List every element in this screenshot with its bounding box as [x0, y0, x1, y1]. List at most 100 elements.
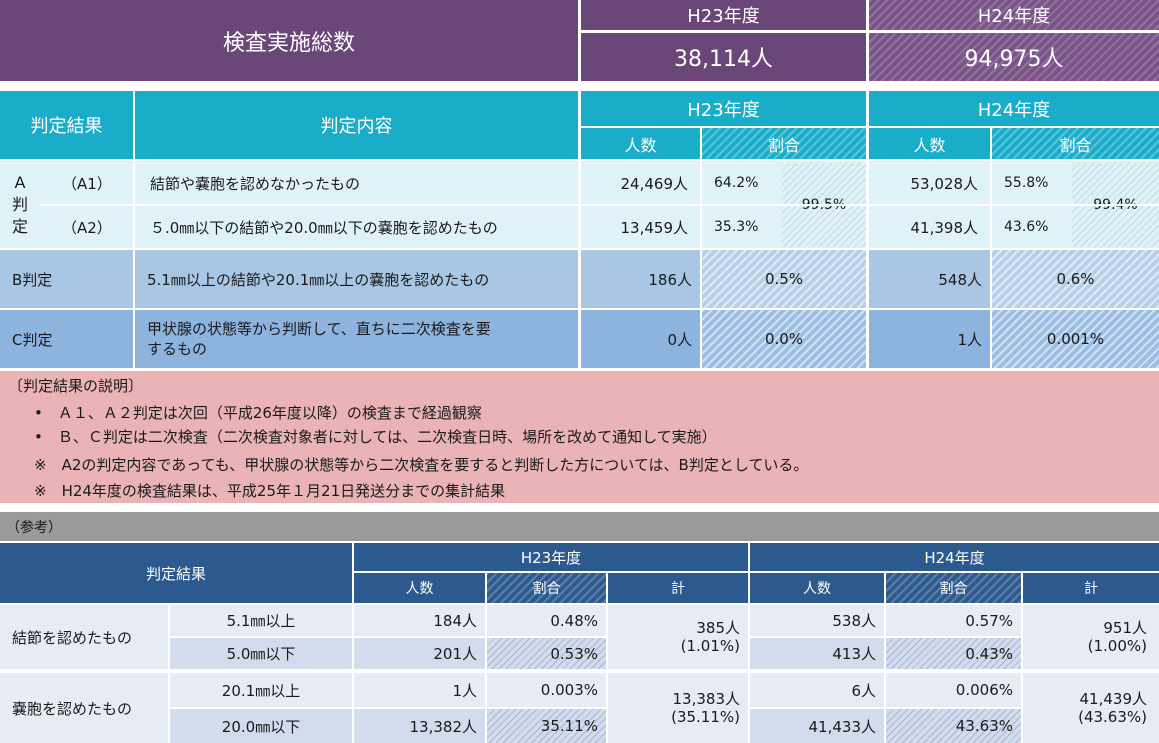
main-h23-count-label: 人数 [624, 135, 657, 155]
b-h23-count: 186人 [581, 250, 700, 308]
a2-code: （A2） [50, 207, 135, 247]
ref-row-h23-pct: 0.48% [487, 605, 606, 636]
a1-h24-count: 53,028人 [869, 163, 986, 203]
ref-h24-ratio-header: 割合 [886, 573, 1021, 603]
ref-group-h24-total-pct: (43.63%) [1078, 708, 1147, 726]
ref-row-h24-pct-value: 0.006% [955, 681, 1013, 699]
reference-label-text: （参考） [6, 519, 62, 536]
ref-group-h24-total: 41,439人 (43.63%) [1023, 673, 1159, 743]
ref-row-h24-count-value: 41,433人 [808, 717, 877, 736]
main-h24-label: H24年度 [977, 99, 1051, 121]
a1-h24-pct-value: 55.8% [1004, 175, 1049, 191]
b-h23-pct: 0.5% [702, 250, 866, 308]
c-h24-pct: 0.001% [992, 310, 1159, 368]
a1-h23-pct-value: 64.2% [714, 175, 759, 191]
ref-row-h23-count: 1人 [354, 673, 485, 707]
b-h24-pct: 0.6% [992, 250, 1159, 308]
summary-h23-label: H23年度 [687, 6, 760, 27]
ref-row-size: 20.0㎜以下 [170, 709, 352, 743]
a2-h23-count: 13,459人 [581, 207, 696, 247]
ref-group-nodule-name: 結節を認めたもの [12, 628, 133, 647]
main-col-result-label: 判定結果 [30, 116, 103, 137]
ref-group-h23-total: 13,383人 (35.11%) [608, 673, 748, 743]
c-h24-count: 1人 [869, 310, 990, 368]
note-item: • Ｂ、Ｃ判定は二次検査（二次検査対象者に対しては、二次検査日時、場所を改めて通… [34, 428, 717, 446]
ref-row-size-text: 5.1㎜以上 [226, 612, 296, 630]
ref-row-h24-pct-value: 43.63% [955, 717, 1013, 735]
a2-h23-count-value: 13,459人 [620, 218, 689, 237]
ref-group-h24-total-pct: (1.00%) [1087, 637, 1147, 655]
ref-h23-count-header: 人数 [354, 573, 485, 603]
summary-h24-total-value: 94,975人 [964, 47, 1064, 72]
c-h23-pct: 0.0% [702, 310, 866, 368]
ref-h24-count-label: 人数 [803, 581, 831, 597]
a-col-divider-2 [578, 161, 581, 248]
b-judgment-label: B判定 [0, 250, 133, 308]
ref-row-h24-count: 538人 [750, 605, 884, 636]
c-content-line-1: 甲状腺の状態等から判断して、直ちに二次検査を要 [147, 320, 491, 338]
b-label-text: B判定 [12, 270, 53, 289]
ref-row-h23-pct: 0.53% [487, 638, 606, 669]
ref-row-h24-count-value: 6人 [851, 681, 876, 700]
ref-h24-header: H24年度 [750, 543, 1159, 571]
ref-row-h23-count-value: 184人 [433, 612, 477, 630]
summary-h24-header: H24年度 [869, 0, 1159, 30]
main-h23-header: H23年度 [581, 91, 866, 126]
a1-h24-count-value: 53,028人 [910, 174, 979, 193]
c-h24-count-value: 1人 [957, 330, 982, 349]
summary-h24-total: 94,975人 [869, 33, 1159, 81]
ref-row-h23-count-value: 1人 [452, 681, 477, 700]
main-h23-count-header: 人数 [581, 128, 700, 159]
summary-h23-total: 38,114人 [581, 33, 866, 81]
ref-row-h23-count-value: 13,382人 [409, 717, 478, 736]
ref-row-h23-pct-value: 0.53% [550, 644, 598, 663]
main-h23-ratio-label: 割合 [767, 135, 800, 155]
ref-group-h23-total: 385人 (1.01%) [608, 605, 748, 669]
a-col-divider-3 [700, 161, 702, 248]
a2-h24-pct-value: 43.6% [1004, 219, 1049, 235]
a2-h24-count: 41,398人 [869, 207, 986, 247]
a2-h23-pct-value: 35.3% [714, 219, 759, 235]
ref-row-h24-count-value: 413人 [832, 645, 876, 663]
a-col-divider-5 [990, 161, 992, 248]
notes-box: 〔判定結果の説明〕 • Ａ１、Ａ２判定は次回（平成26年度以降）の検査まで経過観… [0, 371, 1159, 503]
ref-row-h23-pct: 0.003% [487, 673, 606, 707]
a2-content: ５.0㎜以下の結節や20.0㎜以下の嚢胞を認めたもの [138, 207, 578, 247]
ref-group-cyst-name: 嚢胞を認めたもの [12, 699, 133, 718]
ref-col-result-label: 判定結果 [145, 564, 206, 583]
ref-row-h24-pct: 0.43% [886, 638, 1021, 669]
b-h23-pct-value: 0.5% [764, 270, 804, 288]
a1-h23-count: 24,469人 [581, 163, 696, 203]
ref-h23-header: H23年度 [354, 543, 748, 571]
ref-row-h23-pct: 35.11% [487, 709, 606, 743]
ref-row-h23-pct-value: 0.003% [540, 681, 598, 699]
a1-h24-pct: 55.8% [992, 163, 1072, 203]
main-h23-label: H23年度 [687, 99, 760, 121]
ref-h24-label: H24年度 [924, 548, 985, 567]
b-h24-count-value: 548人 [938, 270, 982, 289]
ref-row-size: 5.1㎜以上 [170, 605, 352, 636]
ref-group-h24-total-value: 951人 [1103, 619, 1147, 637]
notes-heading: 〔判定結果の説明〕 [8, 377, 144, 395]
ref-h23-total-label: 計 [671, 581, 685, 597]
ref-group-h23-total-pct: (35.11%) [671, 708, 740, 726]
ref-h24-count-header: 人数 [750, 573, 884, 603]
main-h24-ratio-header: 割合 [992, 128, 1159, 159]
summary-title: 検査実施総数 [0, 0, 578, 81]
ref-group-h24-total: 951人 (1.00%) [1023, 605, 1159, 669]
main-col-content-label: 判定内容 [320, 116, 393, 137]
a1-code-text: （A1） [62, 174, 112, 193]
a1-h23-count-value: 24,469人 [620, 174, 689, 193]
c-content: 甲状腺の状態等から判断して、直ちに二次検査を要 するもの [135, 310, 578, 368]
a1-content: 結節や嚢胞を認めなかったもの [138, 163, 578, 203]
reference-label: （参考） [0, 512, 1159, 541]
a1-content-text: 結節や嚢胞を認めなかったもの [150, 174, 361, 193]
c-h23-count-value: 0人 [667, 330, 692, 349]
c-judgment-label: C判定 [0, 310, 133, 368]
ref-row-size: 5.0㎜以下 [170, 638, 352, 669]
c-h23-pct-value: 0.0% [764, 330, 804, 348]
a2-code-text: （A2） [62, 218, 112, 237]
ref-row-h24-pct-value: 0.57% [965, 611, 1013, 630]
summary-h24-label: H24年度 [977, 6, 1051, 27]
ref-row-h24-count: 413人 [750, 638, 884, 669]
